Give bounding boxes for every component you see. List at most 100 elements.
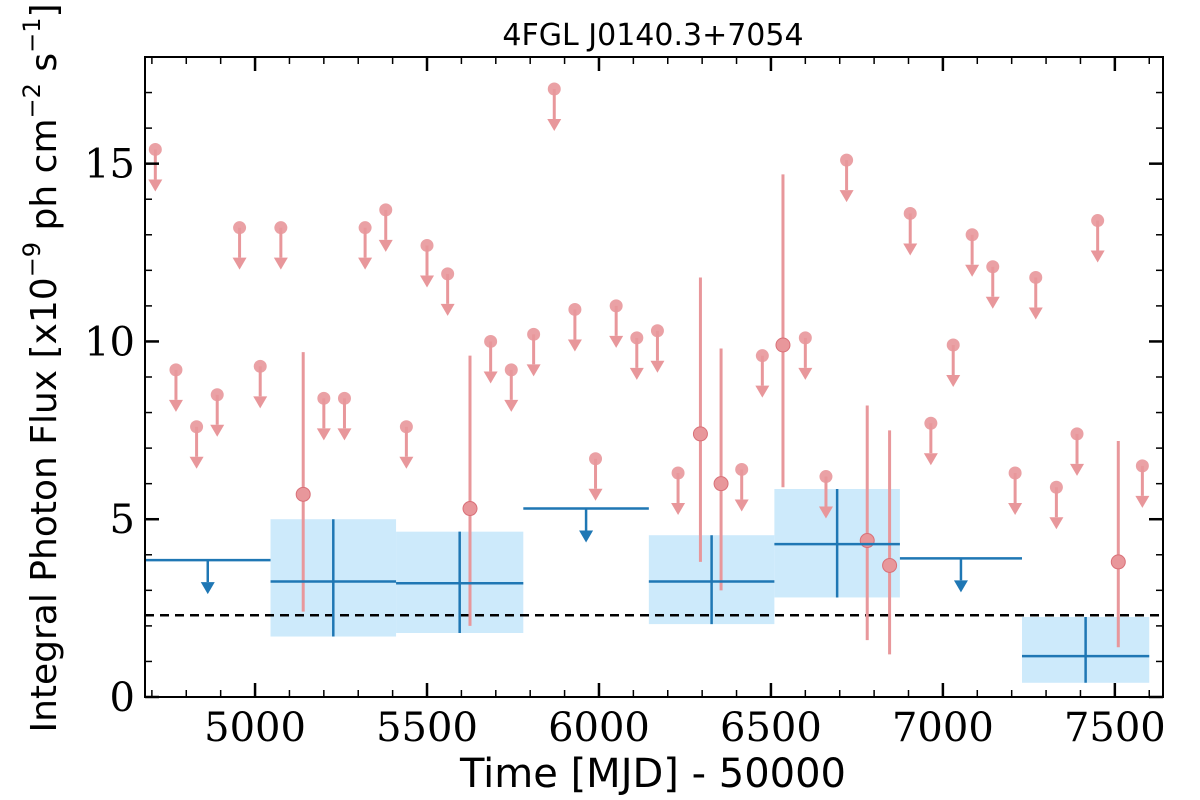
monthly-upper-limit-arrow bbox=[609, 335, 624, 348]
x-axis-label: Time [MJD] - 50000 bbox=[459, 751, 846, 797]
monthly-upper-limit-point bbox=[671, 466, 685, 480]
yearly-upper-limit-arrow bbox=[953, 580, 968, 593]
monthly-upper-limit-arrow bbox=[399, 456, 414, 469]
monthly-upper-limit-point bbox=[1049, 480, 1063, 494]
monthly-upper-limit-arrow bbox=[1135, 495, 1150, 508]
monthly-upper-limit-arrow bbox=[1049, 517, 1064, 530]
yearly-points-layer bbox=[145, 489, 1150, 683]
monthly-upper-limit-arrow bbox=[420, 275, 435, 288]
monthly-upper-limit-point bbox=[840, 153, 854, 167]
monthly-upper-limit-point bbox=[210, 388, 224, 402]
yearly-upper-limit-arrow bbox=[200, 582, 215, 595]
monthly-upper-limit-point bbox=[527, 327, 541, 341]
monthly-upper-limit-point bbox=[1070, 427, 1084, 441]
y-axis-label: Integral Photon Flux [x10−9 ph cm−2 s−1] bbox=[18, 3, 65, 732]
monthly-upper-limit-arrow bbox=[903, 243, 918, 256]
monthly-upper-limit-arrow bbox=[923, 453, 938, 466]
monthly-upper-limit-point bbox=[1091, 214, 1105, 228]
monthly-upper-limit-arrow bbox=[1070, 463, 1085, 476]
x-tick-label: 5000 bbox=[204, 705, 306, 751]
monthly-upper-limit-point bbox=[819, 470, 833, 484]
monthly-upper-limit-arrow bbox=[629, 367, 644, 380]
monthly-upper-limit-arrow bbox=[526, 364, 541, 377]
monthly-upper-limit-arrow bbox=[316, 428, 331, 441]
monthly-upper-limit-point bbox=[169, 363, 183, 377]
monthly-upper-limit-point bbox=[148, 142, 162, 156]
monthly-upper-limit-point bbox=[650, 324, 664, 338]
y-tick-label: 0 bbox=[110, 675, 135, 721]
monthly-upper-limit-arrow bbox=[378, 239, 393, 252]
monthly-upper-limit-point bbox=[379, 203, 393, 217]
monthly-upper-limit-arrow bbox=[358, 257, 373, 270]
monthly-upper-limit-arrow bbox=[273, 257, 288, 270]
monthly-upper-limit-arrow bbox=[946, 375, 961, 387]
monthly-upper-limit-point bbox=[253, 359, 267, 373]
y-axis-label-start: Integral Photon Flux [x10 bbox=[24, 277, 65, 732]
monthly-upper-limit-arrow bbox=[755, 385, 770, 398]
monthly-upper-limit-arrow bbox=[1028, 307, 1043, 320]
x-tick-label: 6500 bbox=[720, 705, 822, 751]
monthly-upper-limit-arrow bbox=[650, 360, 665, 373]
yearly-error-bands bbox=[270, 489, 1150, 683]
monthly-upper-limit-point bbox=[1008, 466, 1022, 480]
monthly-detection-point bbox=[859, 533, 875, 549]
monthly-upper-limit-point bbox=[317, 391, 331, 405]
monthly-upper-limit-point bbox=[946, 338, 960, 352]
monthly-upper-limit-point bbox=[798, 331, 812, 345]
monthly-upper-limit-arrow bbox=[734, 499, 749, 512]
monthly-upper-limit-point bbox=[274, 221, 288, 235]
monthly-upper-limit-point bbox=[965, 228, 979, 242]
monthly-upper-limit-point bbox=[399, 420, 413, 434]
monthly-upper-limit-arrow bbox=[253, 396, 268, 409]
monthly-upper-limit-arrow bbox=[588, 488, 603, 501]
monthly-upper-limit-arrow bbox=[547, 119, 562, 131]
y-tick-label: 15 bbox=[84, 142, 135, 188]
monthly-upper-limit-point bbox=[484, 334, 498, 348]
monthly-upper-limit-arrow bbox=[440, 303, 455, 316]
axes-layer: 5000 5500 6000 6500 7000 7500 0 5 10 15 bbox=[84, 56, 1166, 751]
monthly-upper-limit-point bbox=[420, 238, 434, 252]
monthly-upper-limit-point bbox=[589, 452, 603, 466]
monthly-upper-limit-point bbox=[233, 221, 247, 235]
x-tick-label: 7500 bbox=[1064, 705, 1166, 751]
monthly-upper-limit-point bbox=[358, 221, 372, 235]
monthly-upper-limit-arrow bbox=[337, 428, 352, 441]
x-tick-label: 7000 bbox=[892, 705, 994, 751]
yearly-upper-limit-arrow bbox=[579, 530, 594, 543]
monthly-upper-limit-point bbox=[735, 462, 749, 476]
monthly-upper-limit-point bbox=[924, 416, 938, 430]
y-axis-label-exponent-3: −1 bbox=[18, 18, 46, 53]
monthly-detection-point bbox=[692, 426, 708, 442]
monthly-detection-point bbox=[882, 557, 898, 573]
y-axis-label-middle-2: s bbox=[24, 53, 65, 83]
chart-title: 4FGL J0140.3+7054 bbox=[502, 18, 803, 53]
x-tick-label: 6000 bbox=[548, 705, 650, 751]
monthly-upper-limit-arrow bbox=[189, 456, 204, 469]
monthly-upper-limit-arrow bbox=[818, 506, 833, 519]
monthly-upper-limit-arrow bbox=[168, 399, 183, 412]
monthly-upper-limit-arrow bbox=[567, 339, 582, 352]
monthly-upper-limit-arrow bbox=[798, 367, 813, 380]
y-tick-label: 10 bbox=[84, 319, 135, 365]
monthly-detection-point bbox=[775, 337, 791, 353]
monthly-detection-point bbox=[295, 486, 311, 502]
monthly-upper-limit-arrow bbox=[965, 264, 980, 277]
y-tick-label: 5 bbox=[110, 497, 135, 543]
monthly-upper-limit-arrow bbox=[839, 190, 854, 203]
monthly-upper-limit-arrow bbox=[504, 399, 519, 412]
monthly-upper-limit-arrow bbox=[232, 257, 247, 270]
monthly-upper-limit-point bbox=[441, 267, 455, 281]
y-axis-label-end: ] bbox=[24, 3, 65, 17]
monthly-upper-limit-arrow bbox=[671, 503, 686, 515]
x-tick-label: 5500 bbox=[376, 705, 478, 751]
monthly-upper-limit-point bbox=[1135, 459, 1149, 473]
monthly-upper-limit-point bbox=[630, 331, 644, 345]
monthly-upper-limit-point bbox=[337, 391, 351, 405]
monthly-upper-limit-point bbox=[190, 420, 204, 434]
monthly-detection-point bbox=[1110, 554, 1126, 570]
monthly-upper-limit-point bbox=[986, 260, 1000, 274]
monthly-upper-limit-point bbox=[1029, 270, 1043, 284]
y-axis-label-exponent-2: −2 bbox=[18, 83, 46, 118]
monthly-upper-limit-point bbox=[547, 82, 561, 96]
